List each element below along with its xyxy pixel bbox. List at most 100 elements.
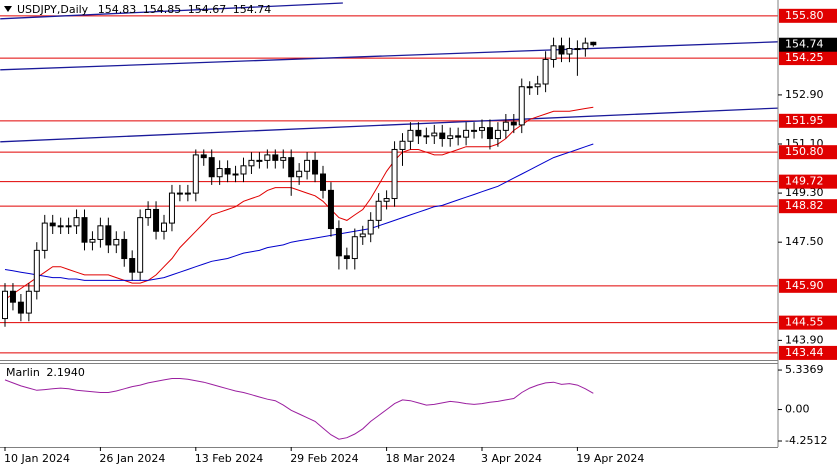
level-label: 148.82 (785, 199, 824, 212)
candle-body (161, 222, 167, 232)
candle-body (439, 132, 446, 140)
level-label-box (779, 345, 837, 360)
candle-body (224, 168, 231, 175)
chart-title: USDJPY,Daily 154.83 154.85 154.67 154.74 (17, 3, 271, 16)
oscillator-panel (4, 378, 594, 440)
candle-body (494, 129, 501, 140)
level-label-box (779, 199, 837, 214)
level-label: 144.55 (785, 316, 824, 329)
candle-body (510, 121, 517, 126)
level-label-box (779, 145, 837, 160)
candle-body (168, 192, 175, 224)
candle-body (248, 159, 255, 167)
candle-body (479, 127, 485, 131)
candle-body (383, 198, 390, 202)
candle-body (192, 154, 199, 194)
candle-body (41, 222, 48, 251)
candle-body (256, 159, 263, 162)
candle-body (145, 208, 152, 219)
trendline (0, 41, 778, 71)
candle-body (184, 192, 191, 195)
candle-body (280, 157, 287, 161)
candle-body (486, 127, 493, 140)
candle-body (542, 58, 549, 85)
candle-body (49, 222, 56, 227)
ohlc-close: 154.74 (233, 3, 272, 16)
candle-body (97, 225, 104, 240)
candle-body (550, 45, 557, 60)
candle-body (296, 170, 303, 178)
candle-body (264, 154, 271, 161)
moving-average (4, 143, 594, 281)
candle-body (471, 129, 478, 132)
candle-body (304, 159, 311, 172)
candle-body (81, 217, 88, 243)
level-label: 154.25 (785, 51, 824, 64)
candle-body (121, 238, 128, 260)
x-tick-label: 19 Apr 2024 (576, 452, 644, 465)
x-tick-label: 10 Jan 2024 (4, 452, 70, 465)
candle-body (327, 189, 334, 230)
candle-body (359, 233, 366, 238)
indicator-title: Marlin 2.1940 (6, 366, 85, 379)
candle-body (105, 225, 112, 246)
candle-body (288, 157, 295, 178)
candle-body (367, 219, 374, 235)
candle-body (153, 208, 160, 232)
candle-body (455, 135, 462, 138)
candle-body (447, 135, 454, 140)
candle-body (590, 41, 597, 46)
level-label: 145.90 (785, 279, 824, 292)
candle-body (431, 132, 438, 137)
candle-body (518, 86, 525, 126)
y-tick-label: 143.90 (785, 333, 824, 346)
x-tick-label: 29 Feb 2024 (290, 452, 358, 465)
indicator-name: Marlin (6, 366, 40, 379)
candle-body (2, 290, 8, 320)
x-tick-label: 26 Jan 2024 (99, 452, 165, 465)
candle-body (391, 148, 398, 200)
candle-body (65, 225, 72, 228)
candle-body (351, 236, 358, 260)
candle-body (176, 192, 183, 195)
candle-body (33, 249, 40, 292)
level-label: 150.80 (785, 145, 824, 158)
level-label-box (779, 51, 837, 66)
indicator-value: 2.1940 (46, 366, 85, 379)
candle-body (73, 217, 80, 227)
x-tick-label: 18 Mar 2024 (386, 452, 456, 465)
candle-body (312, 159, 319, 175)
moving-average (4, 106, 594, 300)
candle-body (407, 129, 414, 142)
candle-body (566, 48, 573, 55)
y-tick-label: 149.30 (785, 186, 824, 199)
level-label-box (779, 315, 837, 330)
candle-body (335, 228, 342, 257)
x-tick-label: 13 Feb 2024 (195, 452, 263, 465)
y-tick-label: 5.3369 (785, 363, 824, 376)
candle-body (137, 217, 144, 273)
level-label: 143.44 (785, 346, 824, 359)
y-tick-label: 0.00 (785, 403, 810, 416)
ohlc-high: 154.85 (143, 3, 182, 16)
y-tick-label: -4.2512 (785, 434, 827, 447)
candle-body (526, 86, 533, 89)
menu-arrow[interactable] (4, 6, 12, 12)
candle-body (129, 258, 136, 273)
candle-body (582, 42, 589, 50)
candle-body (200, 154, 207, 159)
candle-body (89, 238, 96, 243)
candle-body (423, 135, 430, 138)
candle-body (320, 173, 326, 191)
candle-body (399, 140, 406, 150)
y-tick-label: 147.50 (785, 235, 824, 248)
candle-body (9, 290, 16, 303)
candle-body (25, 290, 32, 314)
candle-body (216, 168, 223, 178)
candle-body (57, 225, 64, 228)
oscillator-line (4, 378, 594, 440)
candle-body (232, 173, 239, 176)
candle-body (113, 238, 120, 246)
candle-body (502, 121, 509, 131)
